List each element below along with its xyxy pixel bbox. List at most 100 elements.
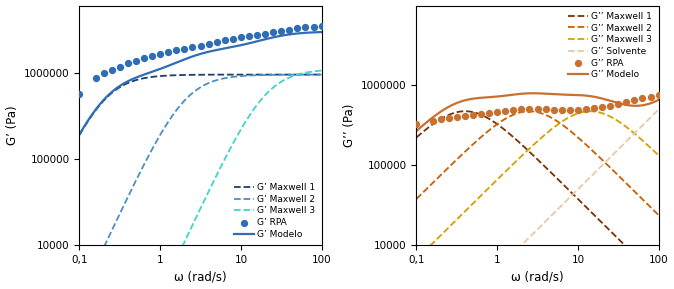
G’’ RPA [468, 113, 479, 117]
G’’ Modelo [595, 96, 603, 99]
Y-axis label: G’’ (Pa): G’’ (Pa) [342, 104, 356, 147]
G’ RPA [276, 28, 286, 33]
G’’ Maxwell 2 [555, 121, 563, 125]
G’ Maxwell 1 [118, 84, 126, 88]
G’’ Modelo [412, 129, 421, 133]
G’ Modelo [257, 38, 266, 42]
G’ RPA [308, 24, 319, 29]
G’ RPA [74, 92, 85, 97]
G’’ Maxwell 1 [555, 179, 563, 183]
Y-axis label: G’ (Pa): G’ (Pa) [5, 105, 19, 145]
G’’ RPA [629, 98, 640, 102]
G’’ RPA [492, 110, 503, 114]
G’’ RPA [653, 93, 664, 97]
G’’ Maxwell 3 [522, 150, 530, 153]
G’ Modelo [75, 133, 84, 136]
G’ RPA [204, 42, 214, 46]
G’’ RPA [524, 106, 535, 111]
G’’ Maxwell 1 [574, 198, 582, 201]
G’’ RPA [645, 95, 656, 99]
G’’ RPA [596, 105, 607, 109]
G’ Maxwell 1 [317, 73, 326, 76]
G’’ Maxwell 3 [555, 122, 563, 125]
G’’ Maxwell 3 [595, 111, 603, 114]
G’’ RPA [516, 107, 527, 112]
G’ RPA [235, 35, 246, 40]
G’’ Maxwell 2 [474, 137, 483, 141]
G’ RPA [139, 56, 150, 61]
G’’ Maxwell 2 [654, 214, 663, 217]
G’’ Maxwell 1 [475, 112, 483, 116]
G’ RPA [300, 25, 311, 30]
G’ RPA [187, 45, 198, 49]
G’’ Maxwell 3 [586, 110, 594, 113]
G’’ RPA [556, 108, 567, 112]
G’’ RPA [564, 108, 575, 112]
G’ RPA [219, 38, 230, 42]
G’’ Maxwell 1 [654, 277, 663, 280]
Legend: G’ Maxwell 1, G’ Maxwell 2, G’ Maxwell 3, G’ RPA, G’ Modelo: G’ Maxwell 1, G’ Maxwell 2, G’ Maxwell 3… [232, 181, 317, 241]
G’’ Maxwell 3 [474, 196, 483, 199]
X-axis label: ω (rad/s): ω (rad/s) [175, 271, 227, 284]
G’’ Modelo [474, 96, 483, 100]
G’ RPA [227, 37, 238, 41]
G’ Maxwell 1 [75, 133, 84, 137]
Line: G’ Maxwell 3: G’ Maxwell 3 [80, 71, 321, 289]
G’ RPA [123, 61, 133, 66]
G’’ Modelo [455, 100, 463, 104]
G’ Maxwell 1 [237, 73, 245, 76]
G’’ RPA [548, 108, 559, 112]
G’ Maxwell 1 [137, 77, 146, 80]
G’’ Maxwell 3 [455, 215, 463, 219]
G’ RPA [146, 54, 157, 58]
G’’ RPA [435, 117, 446, 122]
G’’ RPA [580, 107, 591, 112]
G’’ Maxwell 2 [412, 197, 421, 201]
G’’ Modelo [654, 98, 663, 101]
G’ Maxwell 2 [218, 77, 226, 80]
Line: G’’ Solvente: G’’ Solvente [417, 110, 658, 289]
G’’ Maxwell 3 [654, 154, 663, 157]
G’ RPA [106, 67, 117, 72]
G’ RPA [195, 43, 206, 48]
G’’ Maxwell 2 [522, 110, 530, 113]
G’’ RPA [613, 101, 623, 106]
G’’ RPA [588, 106, 599, 110]
G’ Maxwell 1 [257, 73, 266, 76]
G’’ RPA [532, 106, 543, 111]
G’’ Solvente [522, 239, 530, 242]
G’ Maxwell 2 [118, 207, 126, 210]
G’ RPA [90, 76, 101, 80]
G’ Maxwell 3 [185, 231, 193, 234]
G’ RPA [179, 46, 190, 51]
G’ RPA [155, 52, 166, 56]
G’ Maxwell 2 [257, 73, 266, 77]
G’ Maxwell 2 [137, 167, 146, 171]
G’ RPA [171, 48, 181, 53]
G’’ Solvente [574, 187, 582, 191]
G’ Maxwell 2 [185, 94, 193, 98]
G’ Modelo [118, 83, 126, 86]
Line: G’’ Maxwell 1: G’’ Maxwell 1 [417, 111, 658, 279]
G’ RPA [98, 71, 109, 75]
G’’ Maxwell 2 [455, 155, 463, 159]
G’ RPA [211, 40, 222, 44]
G’ RPA [163, 50, 174, 54]
G’ RPA [292, 26, 303, 31]
Line: G’ Maxwell 1: G’ Maxwell 1 [80, 75, 321, 135]
G’’ RPA [483, 110, 494, 115]
G’’ RPA [500, 109, 511, 114]
Line: G’ Maxwell 2: G’ Maxwell 2 [80, 75, 321, 289]
G’ RPA [284, 27, 295, 32]
G’ RPA [243, 34, 254, 38]
G’’ Maxwell 1 [461, 110, 469, 113]
G’ Maxwell 3 [317, 69, 326, 72]
G’ Maxwell 3 [257, 97, 266, 101]
G’’ RPA [621, 100, 632, 104]
G’’ Solvente [594, 167, 603, 171]
G’’ Modelo [555, 93, 563, 96]
G’’ Modelo [522, 92, 530, 95]
G’’ Maxwell 2 [595, 155, 603, 159]
G’’ Maxwell 1 [595, 218, 603, 222]
G’ Modelo [185, 56, 193, 60]
